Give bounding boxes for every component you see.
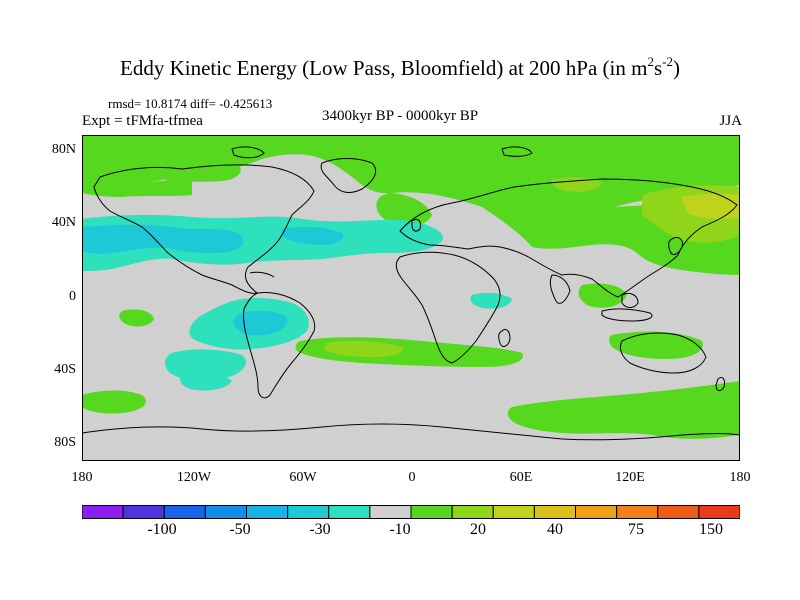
arctic-islands-outline [231,146,533,159]
new-zealand-outline [715,376,725,392]
india-outline [549,274,571,304]
antarctica-outline [82,423,740,441]
tropical-cyan-core [233,310,288,336]
colorbar-swatch [533,505,577,519]
lat-label-40s: 40S [54,362,76,377]
colorbar-swatch [287,505,330,519]
colorbar-swatch [369,505,412,519]
lon-label-180e: 180 [729,470,751,485]
east-pacific-green [119,309,154,327]
lon-label-60e: 60E [509,470,533,485]
lon-label-120w: 120W [176,470,212,485]
colorbar-swatch [657,505,700,519]
coastlines [82,146,740,441]
colorbar-swatch [122,505,165,519]
pacific-yellow-patch [682,193,740,220]
eurasia-outline [399,178,738,298]
lat-label-80n: 80N [51,142,76,157]
north-america-outline [93,164,315,294]
japan-outline [668,236,683,255]
colorbar-swatch [575,505,618,519]
arctic-green-left [82,175,192,197]
colorbar-label: -100 [147,521,177,538]
colorbar-swatch [616,505,659,519]
stats-label: rmsd= 10.8174 diff= -0.425613 [108,96,273,111]
colorbar-swatch [410,505,453,519]
lon-label-180w: 180 [71,470,93,485]
season-label: JJA [719,113,742,129]
lon-label-0: 0 [408,470,416,485]
lat-label-0: 0 [69,289,76,304]
southern-ocean-green [507,381,740,439]
north-cyan-core-2 [282,226,344,245]
caribbean-outline [249,271,275,278]
colorbar-label: 150 [699,521,723,538]
colorbar-label: -10 [389,521,411,538]
colorbar-swatch [246,505,289,519]
colorbar-label: 20 [470,521,486,538]
south-atlantic-lime [324,340,403,357]
experiment-label: Expt = tFMfa-tfmea [82,113,203,129]
colorbar-swatch [492,505,535,519]
africa-outline [395,251,501,364]
period-label: 3400kyr BP - 0000kyr BP [321,108,479,124]
map-frame [82,135,740,461]
north-cyan-core [82,224,244,254]
borneo-outline [621,292,639,308]
colorbar-swatch [451,505,494,519]
southern-ocean-green-west [82,390,146,414]
map-plot [82,135,740,461]
southern-teal-west [180,373,232,391]
greenland-outline [320,158,377,193]
colorbar-swatch [82,505,124,519]
british-isles-outline [411,218,421,232]
lon-label-60w: 60W [289,470,317,485]
colorbar-label: -30 [309,521,331,538]
canada-green-patch [142,157,241,182]
south-pacific-teal [164,349,246,381]
colorbar-label: 75 [628,521,644,538]
australia-green [609,331,703,359]
mediterranean-cyan-patch [470,292,512,309]
colorbar-swatch [698,505,740,519]
indian-ocean-green [578,283,627,308]
madagascar-outline [498,328,511,347]
indonesia-outline [601,308,653,322]
colorbar-label: -50 [229,521,251,538]
lat-label-40n: 40N [51,215,76,230]
australia-outline [619,332,707,374]
south-america-outline [243,292,316,399]
colorbar-swatch [328,505,371,519]
siberia-lime-patch [551,177,602,192]
colorbar-swatch [204,505,248,519]
colorbar-swatch [163,505,206,519]
plot-title: Eddy Kinetic Energy (Low Pass, Bloomfiel… [120,54,680,80]
lon-label-120e: 120E [615,470,645,485]
colorbar-label: 40 [547,521,563,538]
colorbar [82,505,740,519]
lat-label-80s: 80S [54,435,76,450]
atlantic-green-patch [376,193,432,227]
